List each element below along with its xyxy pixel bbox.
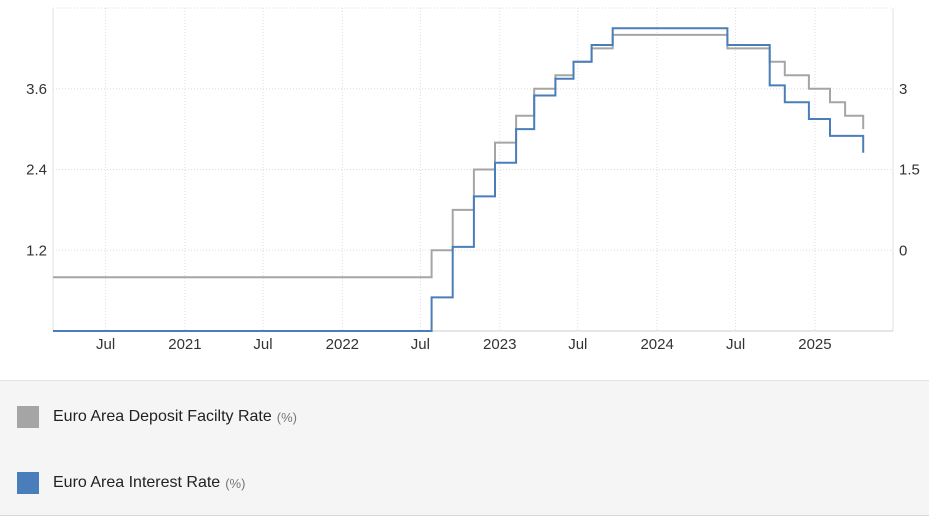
series-line-interest-rate xyxy=(53,27,865,332)
legend-item-deposit-facility-rate[interactable]: Euro Area Deposit Facilty Rate (%) xyxy=(17,406,297,428)
legend-item-interest-rate[interactable]: Euro Area Interest Rate (%) xyxy=(17,472,245,494)
x-tick-label: Jul xyxy=(253,336,272,353)
x-tick-label: Jul xyxy=(568,336,587,353)
x-tick-label: 2025 xyxy=(798,336,831,353)
legend-label: Euro Area Deposit Facilty Rate xyxy=(53,408,272,425)
y-left-tick-label: 2.4 xyxy=(26,162,47,179)
legend: Euro Area Deposit Facilty Rate (%) Euro … xyxy=(0,380,929,516)
x-tick-label: Jul xyxy=(726,336,745,353)
x-tick-label: 2024 xyxy=(640,336,673,353)
y-right-tick-label: 0 xyxy=(899,242,907,259)
y-left-tick-label: 1.2 xyxy=(26,242,47,259)
legend-label: Euro Area Interest Rate xyxy=(53,474,221,491)
series-layer xyxy=(53,27,865,332)
x-tick-label: 2022 xyxy=(326,336,359,353)
y-right-tick-label: 3 xyxy=(899,81,907,98)
legend-unit: (%) xyxy=(276,409,297,425)
x-tick-label: 2021 xyxy=(168,336,201,353)
chart: 3.6 2.4 1.2 3 1.5 0 Jul 2021 Jul 2022 Jul 2023 Jul 20… xyxy=(26,7,920,353)
legend-swatch-interest-rate xyxy=(17,472,39,494)
legend-swatch-deposit-facility-rate xyxy=(17,406,39,428)
x-tick-label: Jul xyxy=(96,336,115,353)
tick-labels: 3.6 2.4 1.2 3 1.5 0 Jul 2021 Jul 2022 Jul 2023 Jul 20… xyxy=(26,81,920,353)
x-tick-label: Jul xyxy=(411,336,430,353)
x-tick-label: 2023 xyxy=(483,336,516,353)
series-line-deposit-facility-rate xyxy=(53,33,865,279)
legend-unit: (%) xyxy=(225,475,246,491)
y-left-tick-label: 3.6 xyxy=(26,81,47,98)
y-right-tick-label: 1.5 xyxy=(899,162,920,179)
